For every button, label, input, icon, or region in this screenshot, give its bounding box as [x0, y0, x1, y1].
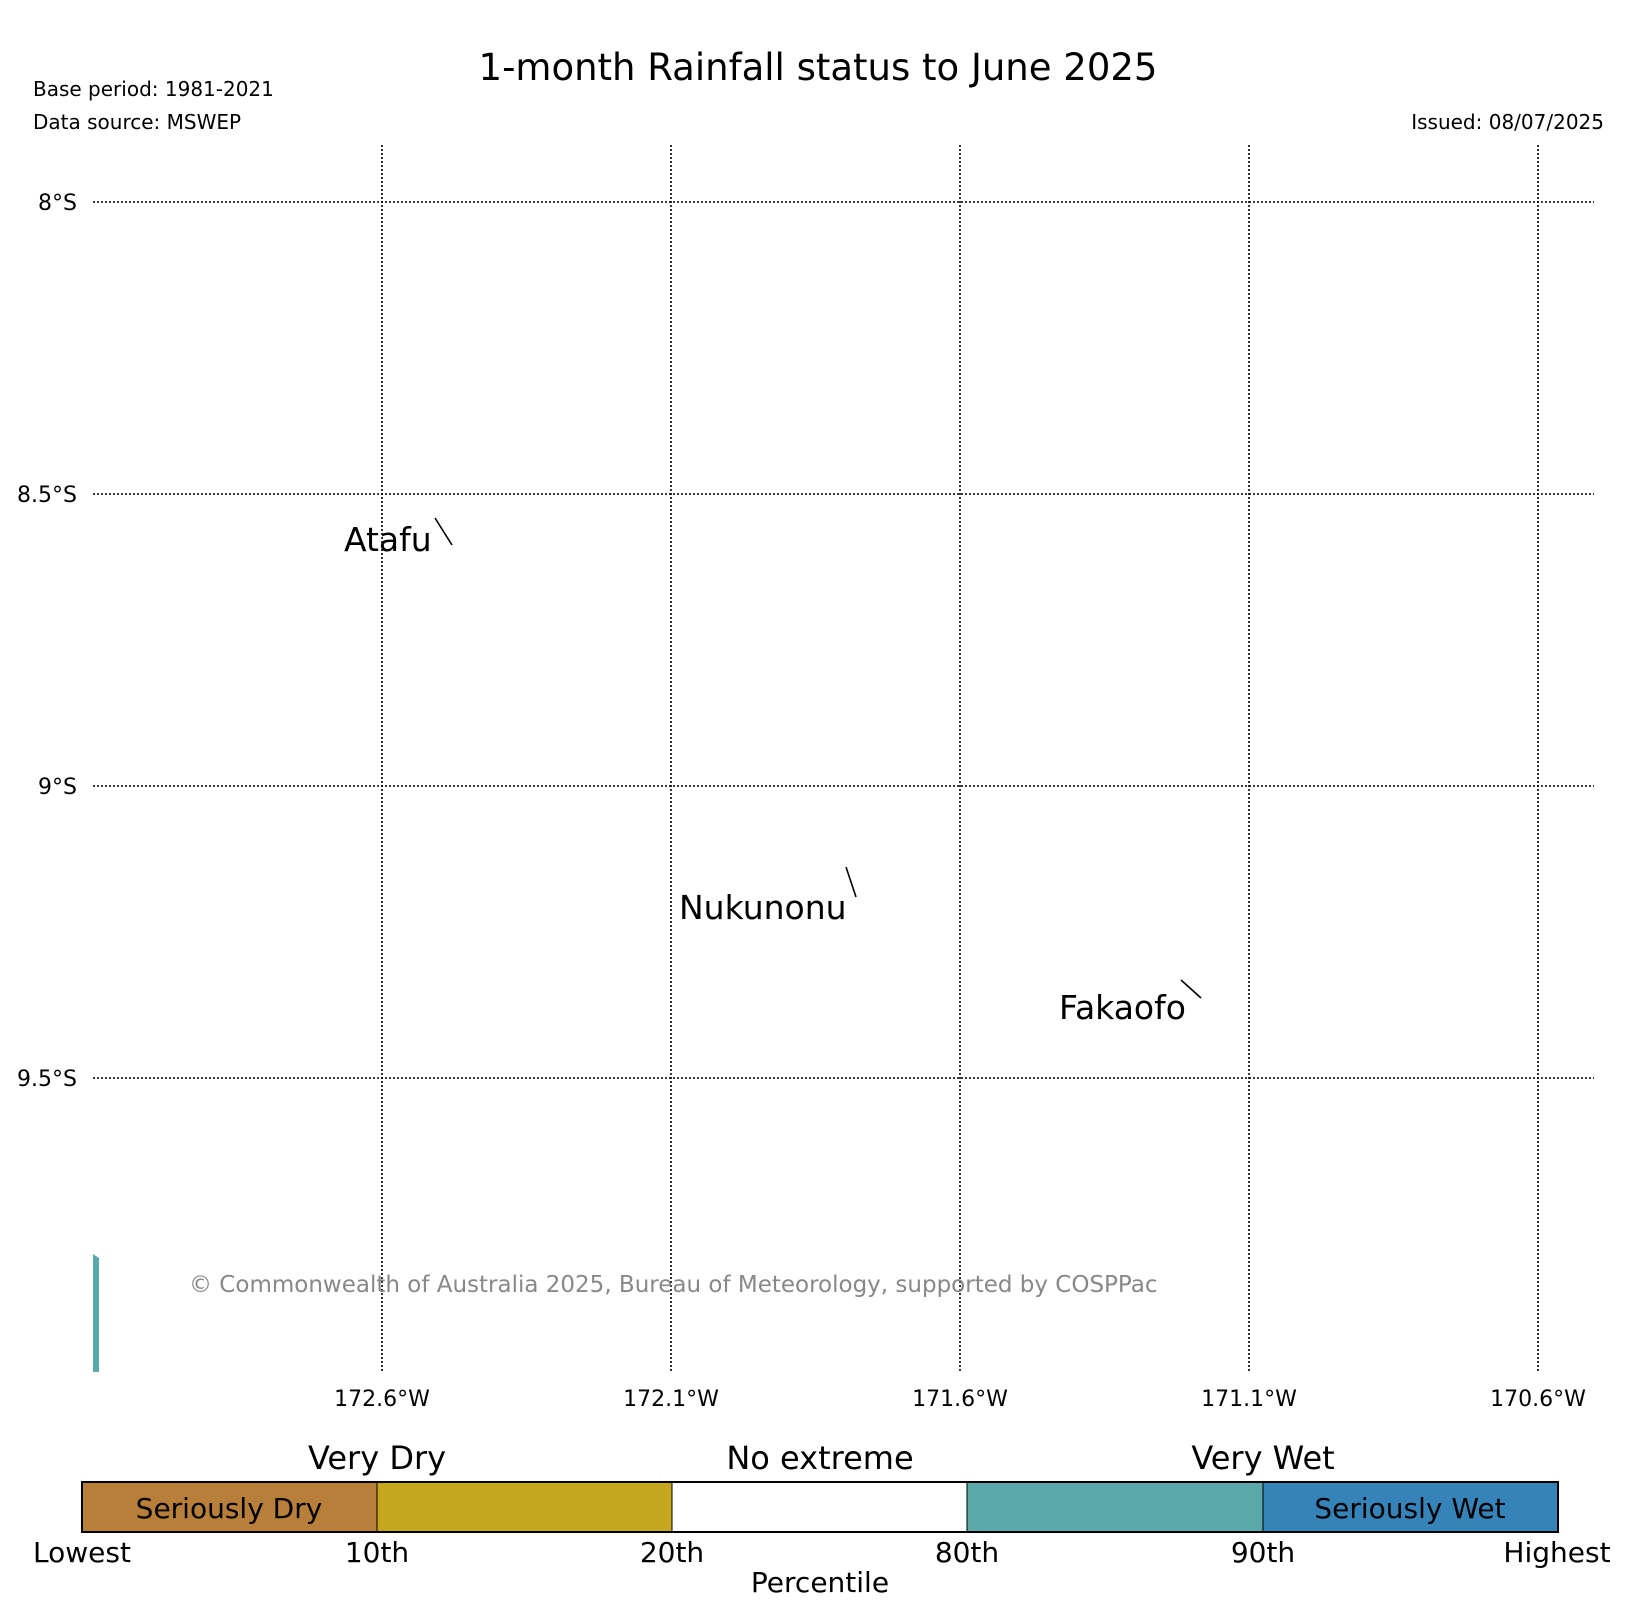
place-label-atafu: Atafu: [344, 520, 432, 559]
lat-label: 8°S: [38, 191, 77, 216]
legend-tick-label: 80th: [935, 1536, 999, 1569]
legend-tick-label: 90th: [1231, 1536, 1295, 1569]
legend-tick-label: 10th: [345, 1536, 409, 1569]
legend-group-label: Very Dry: [308, 1439, 446, 1477]
lon-label: 172.1°W: [623, 1387, 719, 1412]
lon-label: 171.6°W: [912, 1387, 1008, 1412]
lat-label: 9.5°S: [17, 1067, 77, 1092]
lat-labels: 8°S 8.5°S 9°S 9.5°S: [17, 191, 77, 1092]
lon-label: 172.6°W: [334, 1387, 430, 1412]
legend-swatch-very-dry: [377, 1482, 672, 1532]
lat-label: 9°S: [38, 775, 77, 800]
legend-tick-label: 20th: [640, 1536, 704, 1569]
page-title: 1-month Rainfall status to June 2025: [479, 46, 1158, 89]
map-edge-fill: [93, 1254, 99, 1372]
legend-group-label: No extreme: [726, 1439, 913, 1477]
fakaofo-island-outline: [1180, 979, 1202, 999]
atafu-island-outline: [434, 517, 453, 546]
map-panel: 8°S 8.5°S 9°S 9.5°S 172.6°W 172.1°W 171.…: [17, 145, 1594, 1412]
legend-xlabel: Percentile: [751, 1566, 889, 1599]
legend-ticks: Lowest 10th 20th 80th 90th Highest: [33, 1536, 1611, 1569]
lat-gridlines: [93, 201, 1594, 1079]
lon-gridlines: [381, 145, 1539, 1372]
legend-frame: [81, 1481, 1559, 1533]
island-outlines: [434, 517, 1202, 999]
copyright-notice: © Commonwealth of Australia 2025, Bureau…: [189, 1272, 1158, 1298]
legend-swatch-seriously-wet: [1263, 1482, 1558, 1532]
legend-inbar-label: Seriously Dry: [136, 1492, 323, 1525]
legend-dividers: [376, 1482, 1264, 1532]
legend-tick-label: Lowest: [33, 1536, 131, 1569]
legend-tick-label: Highest: [1503, 1536, 1610, 1569]
legend-swatch-no-extreme: [672, 1482, 967, 1532]
place-label-fakaofo: Fakaofo: [1059, 988, 1186, 1027]
data-source-note: Data source: MSWEP: [33, 110, 241, 134]
lon-label: 170.6°W: [1490, 1387, 1586, 1412]
legend-inbar-label: Seriously Wet: [1314, 1492, 1505, 1525]
lon-label: 171.1°W: [1201, 1387, 1297, 1412]
issued-date: Issued: 08/07/2025: [1411, 110, 1604, 134]
legend-swatch-seriously-dry: [82, 1482, 377, 1532]
lat-label: 8.5°S: [17, 483, 77, 508]
legend-group-label: Very Wet: [1191, 1439, 1334, 1477]
legend-swatch-very-wet: [967, 1482, 1263, 1532]
nukunonu-island-outline: [845, 866, 857, 898]
base-period-note: Base period: 1981-2021: [33, 77, 274, 101]
lon-labels: 172.6°W 172.1°W 171.6°W 171.1°W 170.6°W: [334, 1387, 1586, 1412]
legend-colorbar: Very Dry No extreme Very Wet Seriously D…: [33, 1439, 1611, 1599]
place-label-nukunonu: Nukunonu: [679, 888, 847, 927]
place-labels: Atafu Nukunonu Fakaofo: [344, 520, 1186, 1027]
